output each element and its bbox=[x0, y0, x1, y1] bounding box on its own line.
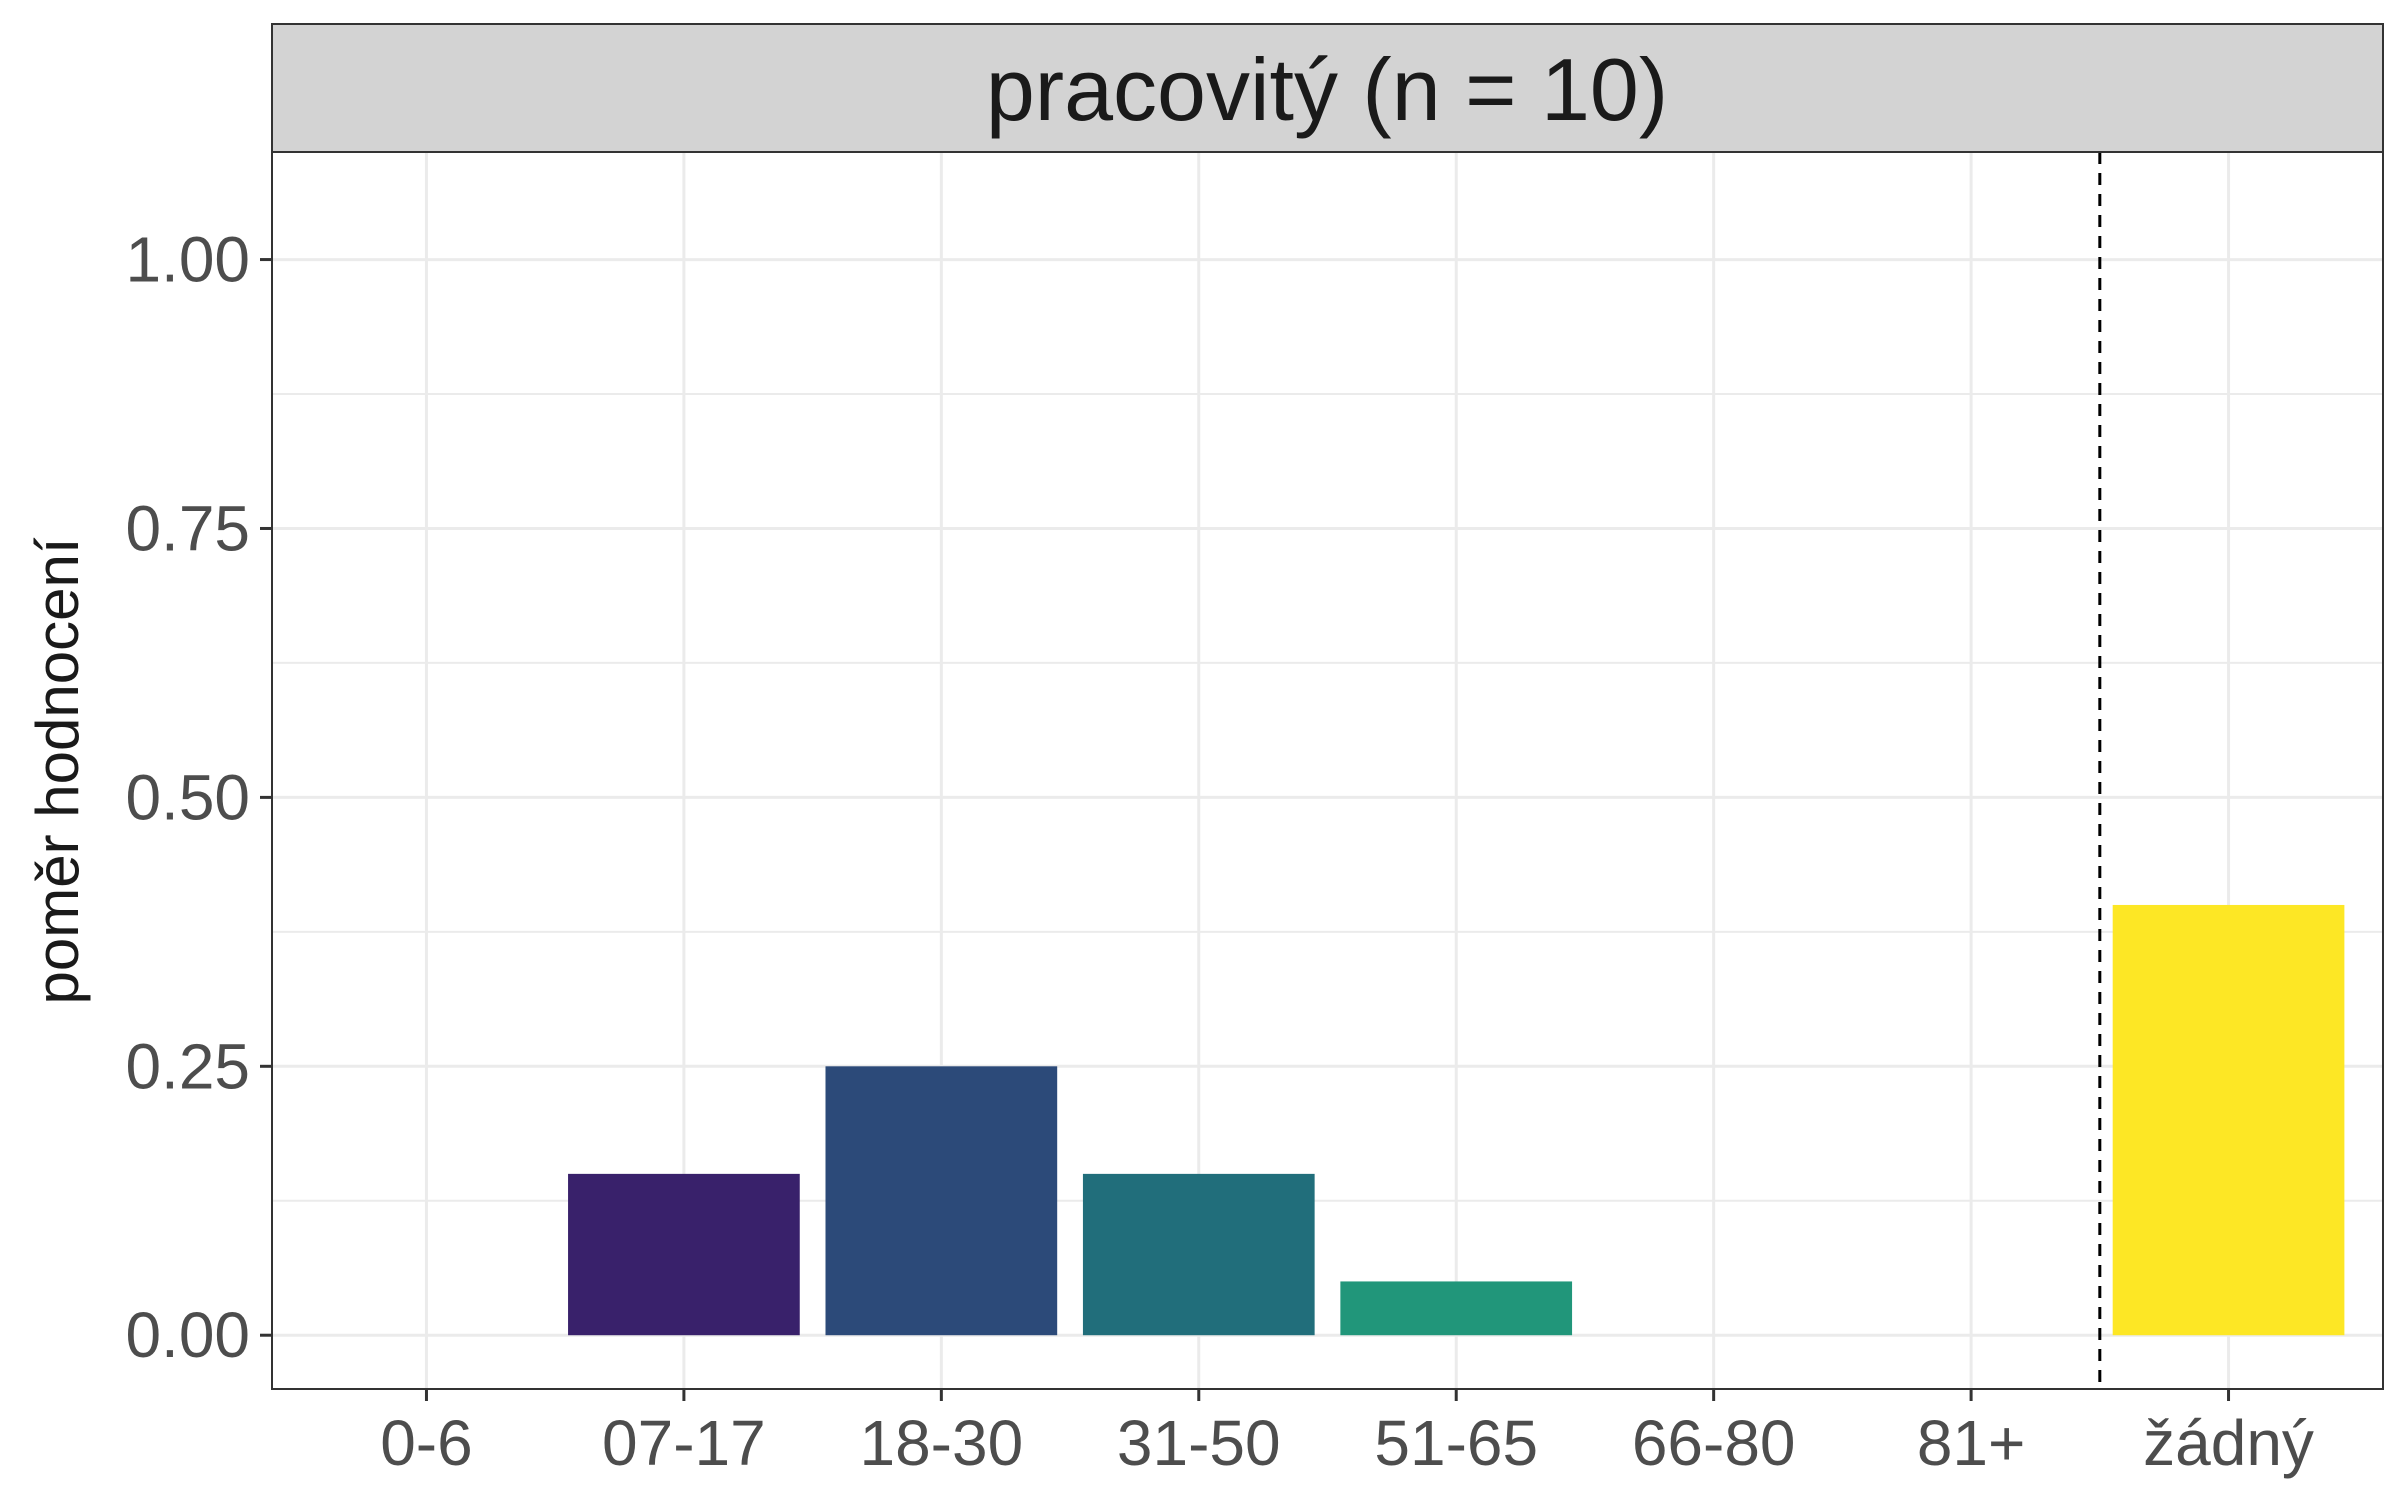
bar-žádný bbox=[2112, 904, 2345, 1336]
bar-07-17 bbox=[568, 1173, 800, 1336]
y-axis-title: poměr hodnocení bbox=[24, 537, 91, 1004]
x-tick-label: 0-6 bbox=[380, 1407, 473, 1479]
panel-border bbox=[271, 151, 2384, 1390]
strip-background bbox=[271, 23, 2384, 153]
x-tick-label: 31-50 bbox=[1117, 1407, 1281, 1479]
y-tick-label: 0.00 bbox=[125, 1299, 250, 1371]
y-tick-label: 0.75 bbox=[125, 492, 250, 564]
x-tick-label: 18-30 bbox=[859, 1407, 1023, 1479]
y-tick-label: 0.25 bbox=[125, 1030, 250, 1102]
y-axis: 0.00 0.25 0.50 0.75 1.00 bbox=[125, 224, 272, 1371]
x-tick-label: 81+ bbox=[1917, 1407, 2026, 1479]
y-tick-label: 1.00 bbox=[125, 224, 250, 296]
bar-51-65 bbox=[1340, 1281, 1573, 1336]
gridlines bbox=[272, 152, 2383, 1389]
bars bbox=[568, 904, 2345, 1336]
x-tick-label: 66-80 bbox=[1632, 1407, 1796, 1479]
x-tick-label: 51-65 bbox=[1374, 1407, 1538, 1479]
bar-31-50 bbox=[1082, 1173, 1315, 1336]
x-tick-label: 07-17 bbox=[602, 1407, 766, 1479]
bar-18-30 bbox=[825, 1066, 1058, 1336]
x-axis: 0-6 07-17 18-30 31-50 51-65 66-80 81+ žádný bbox=[380, 1389, 2314, 1479]
y-tick-label: 0.50 bbox=[125, 761, 250, 833]
facet-title: pracovitý (n = 10) bbox=[986, 40, 1668, 139]
x-tick-label: žádný bbox=[2143, 1407, 2314, 1479]
